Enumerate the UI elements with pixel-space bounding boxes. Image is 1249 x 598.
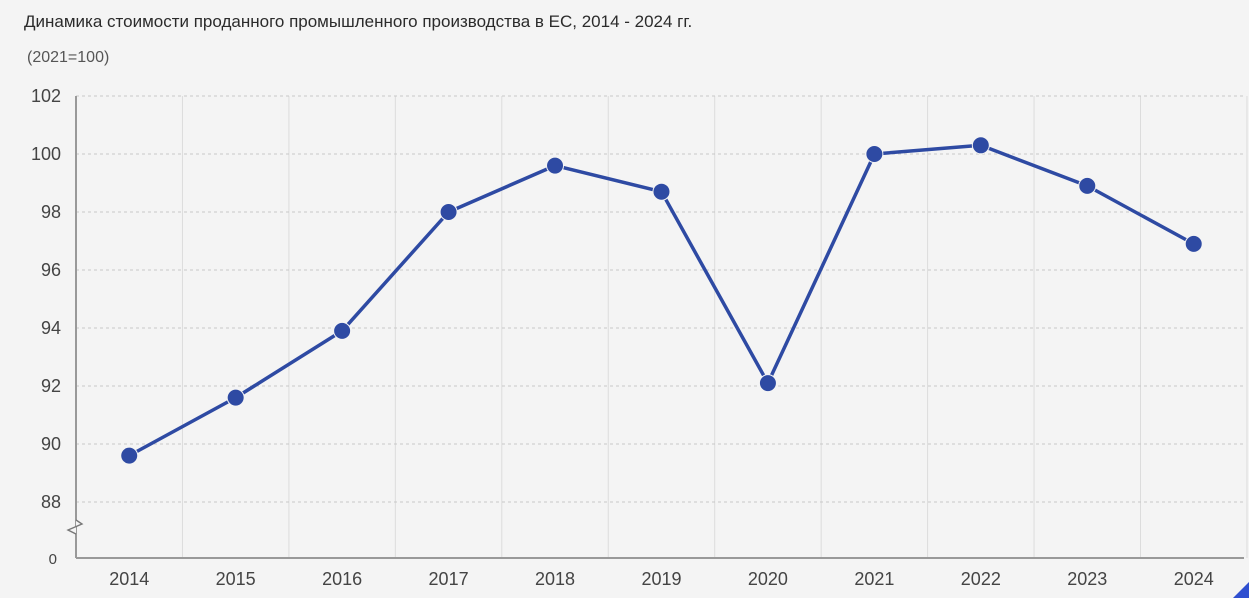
y-tick-label: 98 <box>41 202 61 222</box>
x-tick-label: 2018 <box>535 569 575 589</box>
data-point-marker[interactable] <box>758 374 777 393</box>
x-axis-ticks: 2014 2015 2016 2017 2018 2019 2020 2021 2022 2023… <box>109 569 1214 589</box>
y-tick-label: 90 <box>41 434 61 454</box>
y-axis-ticks: 102 100 98 96 94 92 90 88 0 <box>31 86 61 568</box>
data-point-marker[interactable] <box>120 446 139 465</box>
y-tick-label: 100 <box>31 144 61 164</box>
vertical-gridlines <box>181 96 1248 558</box>
y-tick-label: 96 <box>41 260 61 280</box>
data-point-marker[interactable] <box>439 203 458 221</box>
x-tick-label: 2023 <box>1067 569 1107 589</box>
x-tick-label: 2014 <box>109 569 149 589</box>
data-point-marker[interactable] <box>333 321 352 340</box>
x-tick-label: 2022 <box>961 569 1001 589</box>
y-tick-label: 88 <box>41 492 61 512</box>
corner-accent <box>1233 582 1249 598</box>
data-point-marker[interactable] <box>1184 234 1203 253</box>
data-point-marker[interactable] <box>226 388 245 407</box>
chart-title: Динамика стоимости проданного промышленн… <box>24 12 693 31</box>
data-point-marker[interactable] <box>546 156 565 175</box>
x-tick-label: 2024 <box>1174 569 1214 589</box>
axis-break-icon <box>66 519 84 535</box>
x-tick-label: 2016 <box>322 569 362 589</box>
data-markers <box>120 136 1203 465</box>
y-tick-label: 102 <box>31 86 61 106</box>
y-tick-label: 0 <box>49 551 57 568</box>
x-tick-label: 2021 <box>854 569 894 589</box>
axes <box>66 96 1244 559</box>
data-point-marker[interactable] <box>652 182 671 201</box>
data-point-marker[interactable] <box>971 136 990 155</box>
horizontal-gridlines <box>76 95 1244 503</box>
data-point-marker[interactable] <box>865 145 884 163</box>
x-tick-label: 2020 <box>748 569 788 589</box>
x-tick-label: 2019 <box>641 569 681 589</box>
chart-subtitle: (2021=100) <box>27 49 110 66</box>
y-tick-label: 92 <box>41 376 61 396</box>
x-tick-label: 2017 <box>429 569 469 589</box>
x-tick-label: 2015 <box>216 569 256 589</box>
data-point-marker[interactable] <box>1078 176 1097 195</box>
y-tick-label: 94 <box>41 318 61 338</box>
